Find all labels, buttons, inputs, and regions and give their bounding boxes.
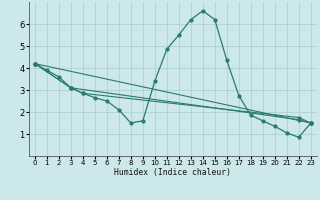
X-axis label: Humidex (Indice chaleur): Humidex (Indice chaleur) (114, 168, 231, 177)
